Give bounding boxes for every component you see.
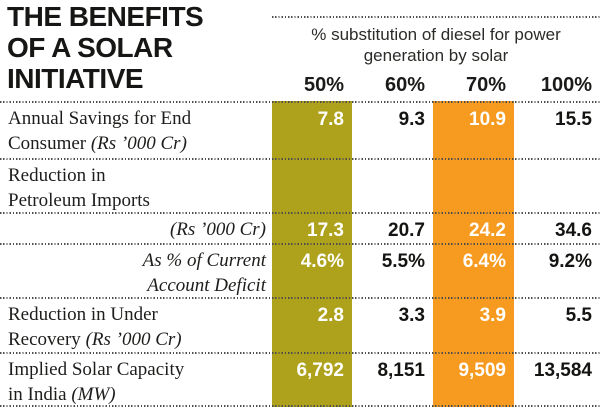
value-cell-60: 9.3 [398, 109, 425, 130]
table-row-petroleum-imports-group: Reduction in Petroleum Imports [0, 160, 600, 212]
row-label: Reduction in Under Recovery (Rs ’000 Cr) [0, 299, 272, 352]
value-cell-60: 5.5% [381, 251, 425, 272]
value-cell-100: 5.5 [565, 305, 592, 326]
row-divider [0, 101, 600, 103]
value-cell-100: 13,584 [533, 360, 592, 381]
table-bottom-divider [0, 405, 600, 407]
column-header-50: 50% [303, 74, 344, 96]
value-cell-70 [433, 160, 514, 166]
row-label-line: Recovery (Rs ’000 Cr) [8, 329, 182, 350]
highlight-band-70 [433, 101, 514, 407]
row-divider [0, 297, 600, 299]
row-label-line: Petroleum Imports [8, 190, 150, 211]
column-group-label: % substitution of diesel for power gener… [311, 25, 561, 65]
value-cell-50: 7.8 [317, 109, 344, 130]
row-label-unit: (MW) [71, 384, 116, 405]
title-line-2: OF A SOLAR [7, 32, 173, 63]
highlight-band-50 [272, 101, 352, 407]
value-cell-70: 24.2 [469, 220, 506, 241]
row-label: Reduction in Petroleum Imports [0, 160, 272, 213]
table-row-petroleum-imports-cr: (Rs ’000 Cr) 17.3 20.7 24.2 34.6 [0, 214, 600, 243]
row-label: Implied Solar Capacity in India (MW) [0, 354, 272, 407]
value-cell-60 [352, 160, 433, 166]
value-cell-70: 9,509 [458, 360, 506, 381]
value-cell-50: 6,792 [296, 360, 344, 381]
table-row-current-account-deficit: As % of Current Account Deficit 4.6% 5.5… [0, 245, 600, 297]
row-label-unit: (Rs ’000 Cr) [90, 133, 187, 154]
column-headers: 50% 60% 70% 100% [272, 74, 600, 97]
value-cell-60: 20.7 [388, 220, 425, 241]
value-cell-50: 17.3 [307, 220, 344, 241]
table-header: % substitution of diesel for power gener… [272, 16, 600, 97]
value-cell-60: 3.3 [398, 305, 425, 326]
row-label-line: Reduction in Under [8, 304, 158, 325]
row-label-line: Reduction in [8, 165, 106, 186]
value-cell-100: 15.5 [555, 109, 592, 130]
data-table: Annual Savings for End Consumer (Rs ’000… [0, 101, 600, 407]
value-cell-50: 4.6% [300, 251, 344, 272]
value-cell-70: 3.9 [479, 305, 506, 326]
row-label: As % of Current Account Deficit [0, 245, 272, 298]
value-cell-50 [272, 160, 352, 166]
row-label-line: in India (MW) [8, 384, 116, 405]
row-label: (Rs ’000 Cr) [0, 214, 272, 242]
row-divider [0, 243, 600, 245]
value-cell-100: 34.6 [555, 220, 592, 241]
value-cell-70: 6.4% [462, 251, 506, 272]
page-title: THE BENEFITS OF A SOLAR INITIATIVE [7, 1, 204, 94]
row-label-line: Account Deficit [147, 275, 266, 296]
row-label-line: As % of Current [142, 250, 266, 271]
table-row-implied-solar-capacity: Implied Solar Capacity in India (MW) 6,7… [0, 354, 600, 405]
row-label-line: Consumer (Rs ’000 Cr) [8, 133, 187, 154]
header-top-divider [272, 16, 600, 18]
value-cell-50: 2.8 [317, 305, 344, 326]
row-label-unit: (Rs ’000 Cr) [169, 219, 266, 240]
value-cell-100: 9.2% [548, 251, 592, 272]
title-line-1: THE BENEFITS [7, 1, 204, 32]
value-cell-60: 8,151 [377, 360, 425, 381]
table-row-under-recovery: Reduction in Under Recovery (Rs ’000 Cr)… [0, 299, 600, 352]
row-divider [0, 158, 600, 160]
row-divider [0, 352, 600, 354]
row-label-line: Annual Savings for End [8, 108, 192, 129]
row-label-line: Implied Solar Capacity [8, 359, 185, 380]
title-line-3: INITIATIVE [7, 63, 144, 94]
value-cell-100 [514, 160, 600, 166]
column-header-100: 100% [540, 74, 592, 96]
row-divider [0, 212, 600, 214]
column-header-60: 60% [384, 74, 425, 96]
row-label-unit: (Rs ’000 Cr) [85, 329, 182, 350]
row-label: Annual Savings for End Consumer (Rs ’000… [0, 103, 272, 156]
value-cell-70: 10.9 [469, 109, 506, 130]
column-header-70: 70% [465, 74, 506, 96]
table-row-annual-savings: Annual Savings for End Consumer (Rs ’000… [0, 103, 600, 158]
